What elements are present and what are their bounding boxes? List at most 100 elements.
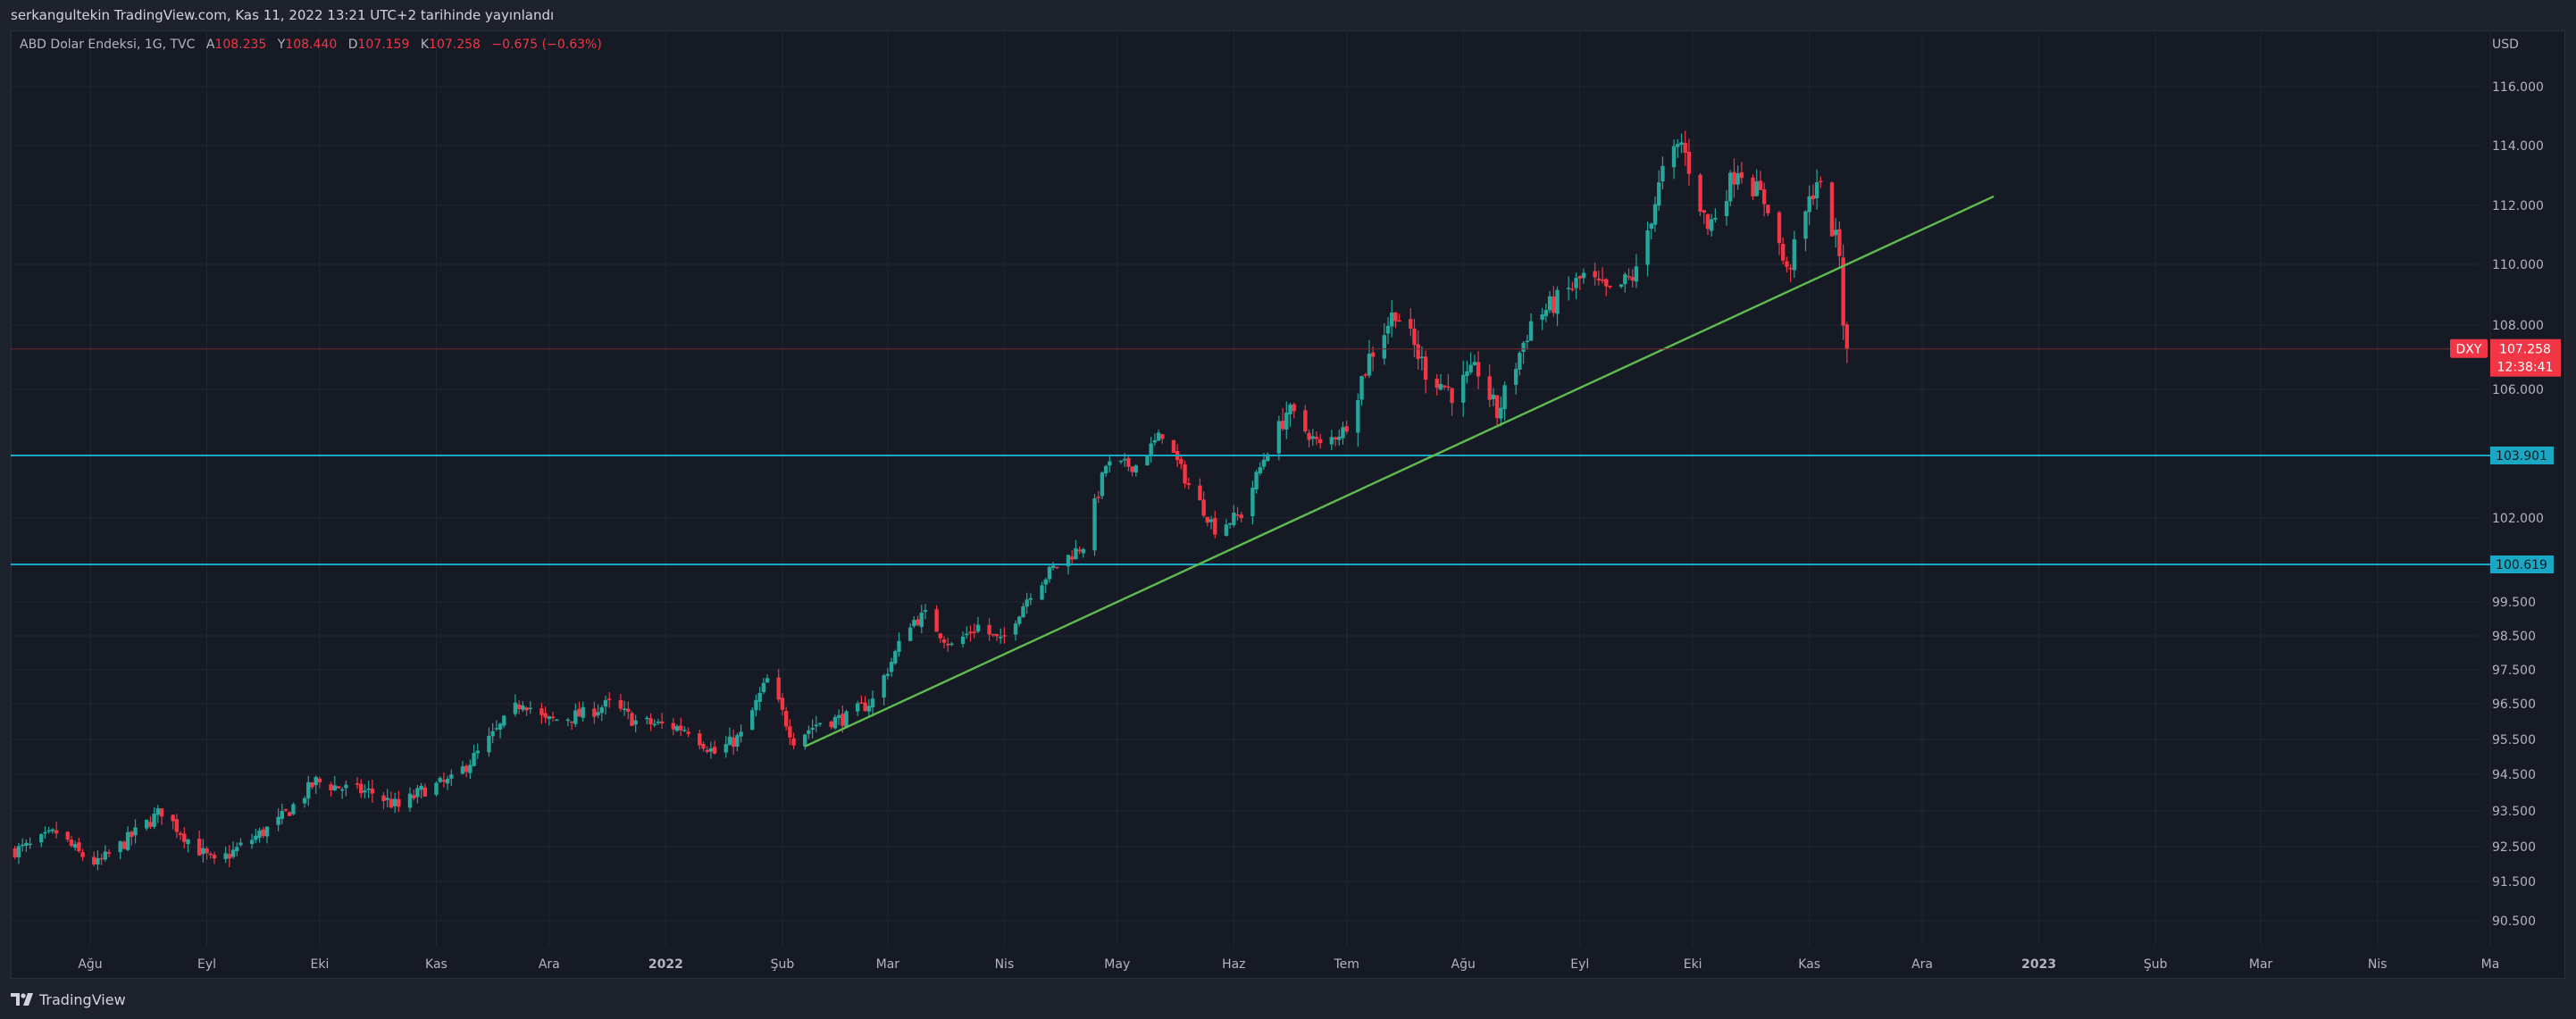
- x-tick-label: Ağu: [78, 957, 102, 972]
- candle-up: [645, 717, 649, 720]
- candle-down: [381, 795, 386, 801]
- candle-up: [1050, 565, 1056, 568]
- candle-up: [1618, 284, 1624, 288]
- candle-down: [69, 839, 74, 846]
- trend-line: [804, 195, 1995, 748]
- candle-up: [1543, 310, 1549, 316]
- candle-down: [283, 809, 289, 811]
- candle-down: [550, 716, 556, 718]
- candle-down: [780, 697, 785, 710]
- candle-up: [1502, 385, 1507, 410]
- legend-close-value: 107.258: [429, 38, 481, 52]
- candle-down: [859, 702, 864, 704]
- legend-low-label: D: [347, 38, 358, 52]
- candle-up: [999, 636, 1003, 639]
- candle-up: [291, 804, 296, 814]
- candle-down: [1811, 195, 1816, 200]
- candle-up: [807, 730, 811, 734]
- candle-down: [1370, 352, 1376, 357]
- candle-down: [1577, 276, 1582, 279]
- candle-down: [788, 726, 792, 738]
- candle-down: [1758, 180, 1763, 190]
- candle-up: [1833, 230, 1838, 236]
- candle-down: [1183, 464, 1187, 484]
- candle-up: [1152, 439, 1158, 443]
- candle-up: [1103, 465, 1108, 474]
- candle-up: [1284, 412, 1289, 430]
- candle-down: [1593, 271, 1597, 278]
- x-tick-label: Ara: [539, 957, 560, 972]
- candle-down: [359, 783, 364, 794]
- candle-up: [1468, 364, 1473, 372]
- y-tick-label: 96.500: [2492, 697, 2536, 712]
- candle-up: [1224, 524, 1229, 536]
- candle-up: [344, 784, 348, 789]
- candle-up: [889, 662, 894, 672]
- candle-up: [385, 798, 389, 800]
- candle-up: [836, 714, 841, 718]
- candle-down: [13, 848, 17, 858]
- candle-up: [1754, 181, 1759, 196]
- candle-up: [201, 848, 205, 855]
- candle-down: [618, 699, 623, 709]
- candle-up: [1310, 436, 1315, 439]
- candle-up: [1385, 325, 1391, 334]
- candle-up: [919, 612, 924, 628]
- candle-up: [1660, 165, 1665, 182]
- candle-down: [1627, 276, 1631, 278]
- candle-down: [1781, 244, 1786, 261]
- candle-down: [205, 848, 209, 854]
- candle-up: [133, 827, 138, 836]
- candle-up: [1491, 394, 1496, 400]
- candle-down: [946, 643, 950, 646]
- candle-up: [528, 707, 532, 710]
- candle-up: [502, 715, 506, 726]
- candle-up: [855, 703, 860, 712]
- candle-up: [1149, 443, 1153, 455]
- y-tick-label: 98.500: [2492, 630, 2536, 644]
- candle-down: [1292, 404, 1296, 412]
- candle-up: [1581, 272, 1586, 279]
- candle-up: [814, 724, 819, 727]
- x-tick-label: Eki: [1684, 957, 1702, 972]
- candle-up: [1025, 599, 1029, 607]
- candle-up: [1028, 597, 1033, 600]
- candle-up: [363, 790, 367, 793]
- candle-up: [739, 731, 743, 737]
- symbol-tag-bg: [2450, 338, 2488, 358]
- candle-up: [1728, 172, 1733, 202]
- candle-up: [498, 723, 503, 730]
- candle-up: [155, 808, 161, 815]
- candle-up: [1254, 472, 1259, 490]
- candle-down: [543, 713, 548, 718]
- candle-up: [230, 849, 236, 857]
- legend-title: ABD Dolar Endeksi, 1G, TVC: [20, 38, 196, 52]
- candle-down: [1596, 278, 1602, 280]
- candle-up: [280, 810, 284, 819]
- candle-up: [1472, 362, 1477, 365]
- candle-up: [419, 785, 423, 790]
- candle-down: [1739, 171, 1744, 179]
- candle-down: [1844, 324, 1850, 349]
- candle-up: [1634, 266, 1639, 282]
- candle-down: [1777, 212, 1782, 244]
- candle-up: [907, 627, 913, 641]
- candle-up: [870, 698, 875, 708]
- candle-up: [306, 781, 311, 799]
- candle-up: [1040, 585, 1044, 600]
- candle-down: [679, 725, 683, 731]
- tradingview-logo[interactable]: TradingView: [11, 990, 126, 1009]
- y-tick-label: 116.000: [2492, 80, 2544, 95]
- candle-down: [317, 778, 322, 783]
- candle-down: [464, 765, 469, 773]
- candle-up: [366, 789, 371, 790]
- candle-down: [208, 853, 213, 856]
- y-tick-label: 97.500: [2492, 664, 2536, 678]
- candle-up: [1499, 407, 1503, 419]
- candle-up: [1461, 374, 1466, 403]
- candle-down: [54, 830, 59, 834]
- candle-up: [949, 643, 954, 646]
- candle-down: [626, 708, 631, 713]
- x-tick-label: 2023: [2021, 957, 2056, 972]
